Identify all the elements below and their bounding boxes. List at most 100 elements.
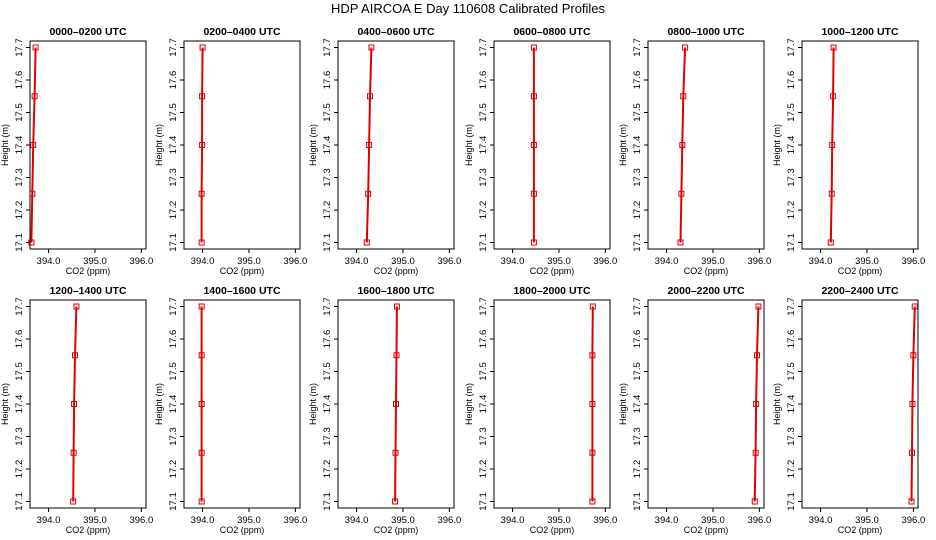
y-tick-label: 17.7 — [478, 38, 489, 57]
y-tick-label: 17.2 — [632, 460, 643, 479]
y-tick-label: 17.7 — [632, 297, 643, 316]
y-tick-label: 17.3 — [786, 168, 797, 187]
plot-frame — [647, 299, 765, 509]
panel-title: 1000–1200 UTC — [821, 26, 898, 38]
panel-title: 1800–2000 UTC — [513, 285, 590, 297]
data-point — [366, 142, 373, 148]
x-tick-label: 395.0 — [237, 256, 261, 267]
data-point — [682, 44, 689, 51]
data-point — [753, 401, 760, 407]
y-tick-label: 17.7 — [478, 297, 489, 316]
co2-profile-line — [829, 47, 835, 243]
x-tick-label: 395.0 — [391, 256, 415, 267]
y-tick-label: 17.3 — [478, 168, 489, 187]
data-point — [910, 352, 917, 359]
x-axis-label: CO2 (ppm) — [684, 525, 729, 535]
data-point — [367, 93, 374, 100]
co2-profile-line — [679, 47, 687, 243]
profile-panel: 0000–0200 UTC 394.0 395.0 396.0 17.1 17.2 17.3… — [0, 26, 153, 276]
y-tick-label: 17.7 — [632, 38, 643, 57]
y-tick-label: 17.6 — [322, 71, 333, 90]
x-tick-label: 395.0 — [547, 515, 571, 526]
y-tick-label: 17.1 — [14, 492, 25, 511]
data-point — [589, 449, 596, 456]
x-tick-label: 394.0 — [37, 515, 61, 526]
y-tick-label: 17.7 — [322, 297, 333, 316]
y-tick-label: 17.2 — [478, 460, 489, 479]
plot-frame — [29, 40, 147, 250]
x-tick-label: 396.0 — [747, 256, 771, 267]
x-tick-label: 396.0 — [129, 515, 153, 526]
x-tick-label: 394.0 — [191, 515, 215, 526]
y-tick-label: 17.2 — [786, 460, 797, 479]
y-axis-label: Height (m) — [0, 124, 10, 166]
data-point — [828, 190, 835, 197]
y-tick-label: 17.1 — [168, 492, 179, 511]
y-tick-label: 17.1 — [478, 233, 489, 252]
data-point — [589, 498, 596, 505]
x-tick-label: 396.0 — [437, 256, 461, 267]
x-tick-label: 394.0 — [501, 515, 525, 526]
data-point — [754, 352, 761, 359]
data-point — [368, 44, 375, 51]
y-tick-label: 17.2 — [322, 460, 333, 479]
y-tick-label: 17.7 — [786, 38, 797, 57]
profile-panel: 1600–1800 UTC 394.0 395.0 396.0 17.1 17.2 17.3… — [308, 285, 461, 535]
y-tick-label: 17.5 — [14, 362, 25, 381]
co2-profile-line — [394, 306, 398, 502]
x-axis-label: CO2 (ppm) — [66, 266, 111, 276]
profile-panel: 2000–2200 UTC 394.0 395.0 396.0 17.1 17.2 17.3… — [618, 285, 771, 535]
y-axis-label: Height (m) — [0, 383, 10, 425]
data-point — [393, 401, 399, 407]
y-axis-label: Height (m) — [618, 383, 628, 425]
co2-profile-line — [72, 306, 78, 502]
panel-title: 1400–1600 UTC — [203, 285, 280, 297]
y-axis-label: Height (m) — [464, 124, 474, 166]
y-tick-label: 17.4 — [786, 136, 797, 155]
y-tick-label: 17.3 — [322, 427, 333, 446]
x-axis-label: CO2 (ppm) — [220, 266, 265, 276]
x-tick-label: 394.0 — [809, 256, 833, 267]
x-tick-label: 394.0 — [809, 515, 833, 526]
x-tick-label: 395.0 — [391, 515, 415, 526]
panel-title: 1200–1400 UTC — [49, 285, 126, 297]
x-tick-label: 395.0 — [701, 256, 725, 267]
data-point — [393, 352, 400, 359]
y-tick-label: 17.4 — [14, 395, 25, 414]
x-tick-label: 396.0 — [283, 515, 307, 526]
data-point — [829, 142, 836, 148]
y-tick-label: 17.5 — [14, 103, 25, 122]
panel-title: 0200–0400 UTC — [203, 26, 280, 38]
y-axis-label: Height (m) — [618, 124, 628, 166]
y-axis-label: Height (m) — [772, 383, 782, 425]
panel-title: 0800–1000 UTC — [667, 26, 744, 38]
x-tick-label: 396.0 — [901, 256, 925, 267]
panel-grid: 0000–0200 UTC 394.0 395.0 396.0 17.1 17.2 17.3… — [0, 26, 925, 535]
x-axis-label: CO2 (ppm) — [838, 266, 883, 276]
y-tick-label: 17.1 — [14, 233, 25, 252]
y-tick-label: 17.6 — [168, 330, 179, 349]
y-tick-label: 17.3 — [632, 427, 643, 446]
co2-profile-line — [30, 47, 37, 243]
data-point — [589, 352, 596, 359]
profile-panel: 0800–1000 UTC 394.0 395.0 396.0 17.1 17.2 17.3… — [618, 26, 771, 276]
x-tick-label: 394.0 — [191, 256, 215, 267]
y-axis-label: Height (m) — [308, 124, 318, 166]
y-tick-label: 17.1 — [786, 492, 797, 511]
y-tick-label: 17.6 — [14, 330, 25, 349]
y-tick-label: 17.2 — [478, 201, 489, 220]
y-tick-label: 17.2 — [632, 201, 643, 220]
x-tick-label: 396.0 — [747, 515, 771, 526]
y-tick-label: 17.5 — [168, 103, 179, 122]
x-tick-label: 395.0 — [83, 256, 107, 267]
y-tick-label: 17.4 — [322, 136, 333, 155]
y-tick-label: 17.3 — [322, 168, 333, 187]
y-tick-label: 17.3 — [14, 168, 25, 187]
data-point — [199, 93, 206, 100]
co2-profile-line — [753, 306, 760, 502]
y-axis-label: Height (m) — [772, 124, 782, 166]
x-tick-label: 394.0 — [655, 515, 679, 526]
y-tick-label: 17.6 — [632, 71, 643, 90]
data-point — [751, 498, 758, 505]
data-point — [678, 190, 685, 197]
